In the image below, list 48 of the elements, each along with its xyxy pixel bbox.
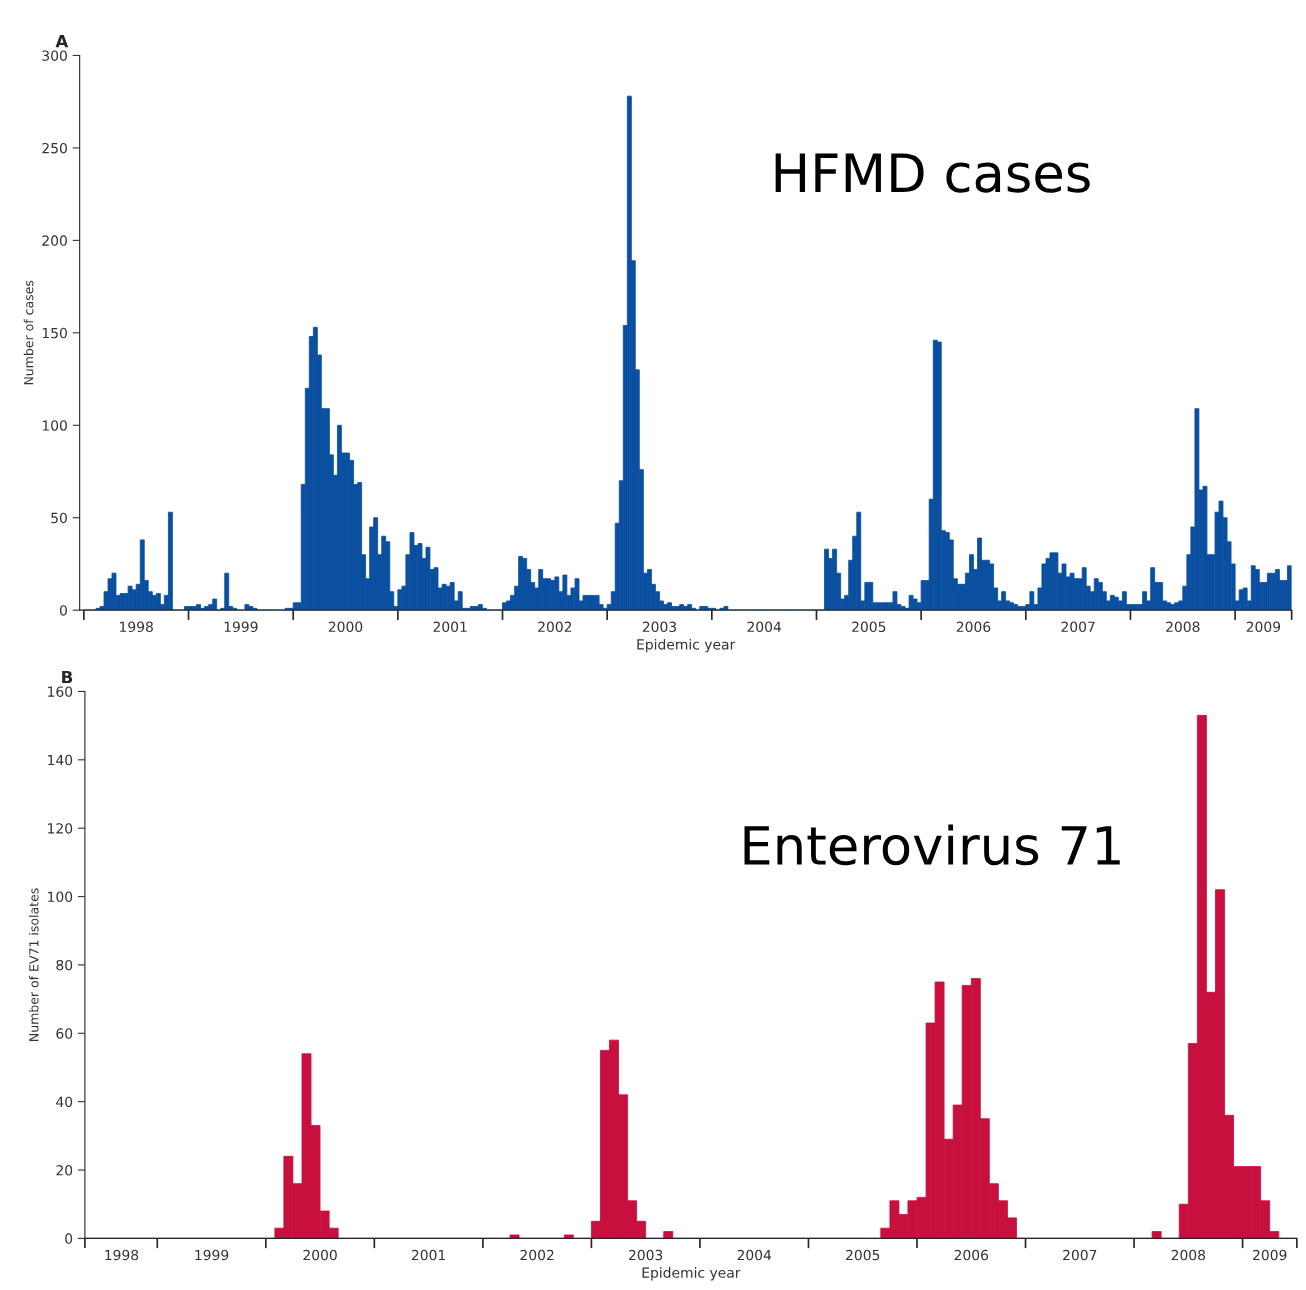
y-tick-label: 80 [56,959,73,971]
y-tick-label: 250 [42,142,67,154]
x-tick-label: 2001 [433,621,467,633]
x-tick-label: 2002 [538,621,572,633]
y-tick-label: 40 [56,1096,73,1108]
x-tick-label: 2006 [956,621,991,633]
x-tick-label: 2006 [954,1249,989,1261]
x-tick-label: 2003 [642,621,677,633]
y-tick-label: 0 [65,1233,73,1244]
y-tick-label: 160 [48,686,73,697]
x-tick-label: 2003 [629,1249,663,1261]
x-tick-label: 2002 [520,1249,554,1261]
x-tick-label: 2009 [1253,1249,1287,1261]
y-axis-title: Number of EV71 isolates [28,888,39,1041]
y-tick-label: 50 [51,512,67,524]
x-tick-label: 2005 [852,621,886,633]
chart-title: A [55,34,69,48]
chart-title: B [62,670,73,684]
x-tick-label: 2004 [737,1249,772,1261]
y-axis-title: Number of cases [23,280,34,385]
x-tick-label: 2008 [1171,1249,1206,1261]
x-tick-label: 2000 [303,1249,337,1261]
x-tick-label: 1999 [224,621,258,633]
x-tick-label: 1998 [120,621,153,633]
x-tick-label: 2007 [1061,621,1095,633]
x-axis-title: Epidemic year [642,1267,741,1281]
y-tick-label: 140 [48,754,73,766]
y-tick-label: 20 [56,1165,73,1176]
x-tick-label: 2000 [328,621,363,633]
x-tick-label: 1998 [105,1249,139,1261]
y-tick-label: 120 [48,823,73,834]
x-tick-label: 2008 [1166,621,1200,633]
x-tick-label: 2004 [747,621,782,633]
y-tick-label: 300 [42,50,67,61]
y-tick-label: 60 [56,1028,73,1039]
y-tick-label: 150 [42,327,67,339]
x-tick-label: 2007 [1063,1249,1097,1261]
y-tick-label: 100 [48,891,73,903]
x-tick-label: 2005 [846,1249,880,1261]
y-tick-label: 200 [42,235,67,246]
x-tick-label: 2001 [411,1249,445,1261]
y-tick-label: 0 [59,605,67,616]
x-tick-label: 2009 [1246,621,1281,633]
x-tick-label: 1999 [195,1249,229,1261]
x-axis-title: Epidemic year [637,638,736,653]
y-tick-label: 100 [42,420,67,431]
annotation: Enterovirus 71 [744,824,1120,866]
annotation: HFMD cases [775,153,1090,193]
